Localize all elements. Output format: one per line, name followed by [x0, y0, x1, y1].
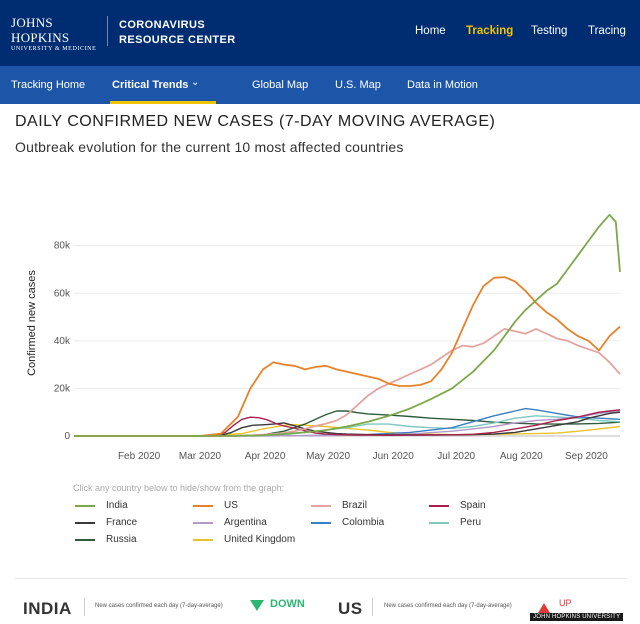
trend-down-arrow-icon	[250, 600, 264, 611]
nav-testing[interactable]: Testing	[531, 25, 568, 37]
legend-label: US	[224, 500, 238, 511]
y-tick-label: 40k	[54, 336, 71, 347]
summary-country-us: US	[338, 599, 363, 618]
legend-label: France	[106, 517, 138, 528]
legend-swatch	[193, 522, 213, 524]
nav-tracing[interactable]: Tracing	[588, 25, 626, 37]
summary-separator	[372, 598, 373, 616]
chart-gridlines	[74, 245, 620, 437]
legend-hint: Click any country below to hide/show fro…	[73, 483, 285, 493]
legend-swatch	[311, 505, 331, 507]
x-tick-label: Apr 2020	[245, 451, 286, 462]
legend-label: Colombia	[342, 517, 385, 528]
x-tick-label: Feb 2020	[118, 451, 161, 462]
page-subtitle: Outbreak evolution for the current 10 mo…	[15, 139, 404, 155]
legend-swatch	[429, 522, 449, 524]
legend-swatch	[75, 522, 95, 524]
resource-center-line2: RESOURCE CENTER	[119, 34, 236, 46]
legend-swatch	[75, 539, 95, 541]
y-axis-ticks: 0 20k 40k 60k 80k	[54, 241, 71, 442]
sub-navigation: Tracking Home Critical Trends ⌄ Global M…	[0, 66, 640, 104]
cases-line-chart: 0 20k 40k 60k 80k Feb 2020 Mar 2020 Apr 2020 Ma…	[26, 213, 621, 462]
x-tick-label: May 2020	[306, 451, 350, 462]
summary-divider	[15, 578, 627, 579]
x-tick-label: Aug 2020	[500, 451, 543, 462]
jhu-logo[interactable]: JOHNS HOPKINS UNIVERSITY & MEDICINE	[11, 15, 103, 54]
resource-center-line1: CORONAVIRUS	[119, 19, 206, 31]
summary-description-india: New cases confirmed each day (7-day-aver…	[95, 603, 223, 609]
summary-country-india: INDIA	[23, 599, 72, 618]
legend-label: Spain	[460, 500, 486, 511]
legend-label: Brazil	[342, 500, 368, 511]
x-axis-ticks: Feb 2020 Mar 2020 Apr 2020 May 2020 Jun 2020…	[118, 451, 608, 462]
x-tick-label: Jun 2020	[373, 451, 415, 462]
y-tick-label: 60k	[54, 288, 71, 299]
y-tick-label: 20k	[54, 383, 71, 394]
trend-up-arrow-icon	[538, 603, 550, 613]
legend-label: Peru	[460, 517, 482, 528]
trend-label-india: DOWN	[270, 598, 305, 610]
top-header: JOHNS HOPKINS UNIVERSITY & MEDICINE CORO…	[0, 0, 640, 66]
summary-description-us: New cases confirmed each day (7-day-aver…	[384, 603, 512, 609]
legend-label: Russia	[106, 534, 137, 545]
x-tick-label: Sep 2020	[565, 451, 608, 462]
y-tick-label: 80k	[54, 241, 71, 252]
chart-series	[74, 213, 621, 437]
legend-swatch	[311, 522, 331, 524]
page-title: DAILY CONFIRMED NEW CASES (7-DAY MOVING …	[15, 113, 496, 130]
series-line-india	[74, 213, 621, 437]
series-line-us	[74, 276, 621, 437]
chart-legend: India US Brazil Spain France Argentina Colombi…	[75, 500, 505, 550]
legend-label: India	[106, 500, 128, 511]
subnav-data-in-motion[interactable]: Data in Motion	[407, 79, 478, 91]
legend-swatch	[193, 505, 213, 507]
subnav-global-map[interactable]: Global Map	[252, 79, 309, 91]
summary-separator	[84, 598, 85, 616]
legend-label: United Kingdom	[224, 534, 296, 545]
logo-line1: JOHNS HOPKINS	[11, 15, 70, 45]
legend-swatch	[193, 539, 213, 541]
subnav-critical-trends[interactable]: Critical Trends	[112, 79, 189, 91]
subnav-us-map[interactable]: U.S. Map	[335, 79, 381, 91]
legend-swatch	[75, 505, 95, 507]
nav-home[interactable]: Home	[415, 25, 446, 37]
y-tick-label: 0	[64, 431, 70, 442]
series-line-brazil	[74, 327, 621, 437]
legend-swatch	[429, 505, 449, 507]
series-line-spain	[74, 409, 621, 437]
x-tick-label: Mar 2020	[179, 451, 222, 462]
watermark: JOHN HOPKINS UNIVERSITY	[530, 613, 624, 621]
nav-tracking[interactable]: Tracking	[466, 25, 514, 37]
legend-label: Argentina	[224, 517, 267, 528]
logo-line2: UNIVERSITY & MEDICINE	[11, 46, 97, 52]
trend-label-us: UP	[559, 598, 572, 608]
logo-divider	[107, 16, 108, 46]
subnav-tracking-home[interactable]: Tracking Home	[11, 79, 86, 91]
chevron-down-icon[interactable]: ⌄	[191, 77, 200, 88]
y-axis-label: Confirmed new cases	[26, 270, 38, 376]
series-line-colombia	[74, 407, 621, 437]
x-tick-label: Jul 2020	[437, 451, 475, 462]
resource-center-title[interactable]: CORONAVIRUS RESOURCE CENTER	[119, 18, 236, 48]
active-tab-indicator	[110, 101, 216, 104]
